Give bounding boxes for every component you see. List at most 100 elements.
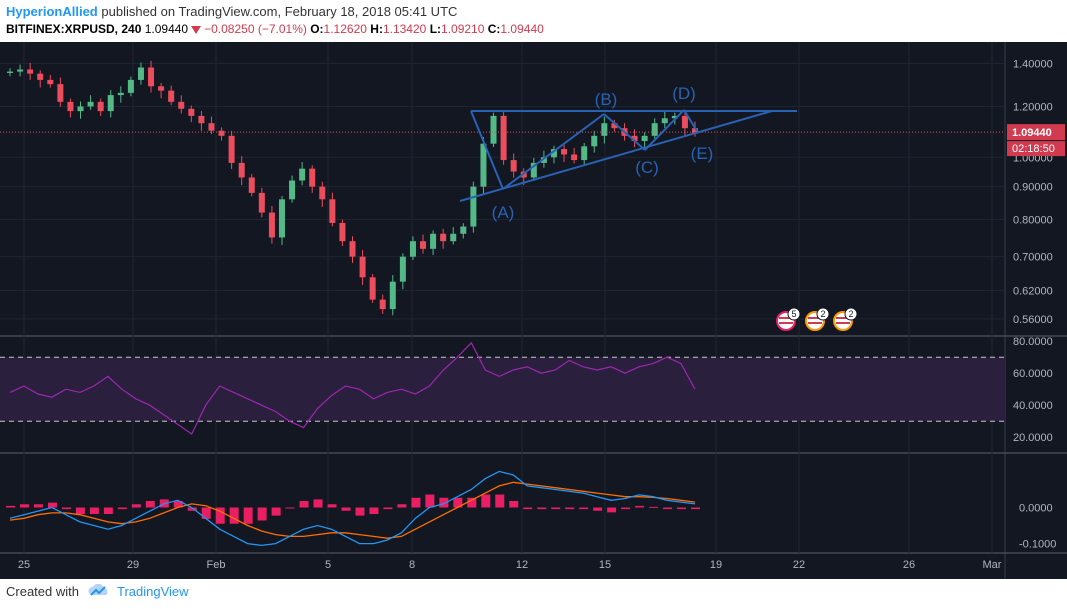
high-value: 1.13420 [382, 22, 427, 36]
candle-body [530, 162, 537, 178]
time-axis-label: 22 [793, 559, 805, 571]
candle-body [238, 162, 245, 178]
candle-body [27, 69, 34, 74]
symbol-name[interactable]: BITFINEX:XRPUSD, 240 [6, 22, 142, 36]
published-text: published on TradingView.com, February 1… [101, 4, 458, 19]
macd-histogram-bar [299, 501, 309, 508]
price-axis-label: 0.70000 [1013, 252, 1053, 264]
candle-body [611, 123, 618, 129]
candle-body [550, 149, 557, 158]
candle-body [561, 149, 568, 155]
time-axis-label: 8 [409, 559, 415, 571]
candle-body [510, 160, 517, 172]
macd-histogram-bar [229, 507, 239, 524]
macd-histogram-bar [677, 507, 687, 510]
macd-histogram-bar [313, 499, 323, 508]
macd-histogram-bar [691, 507, 700, 510]
candle-body [681, 115, 688, 129]
time-axis-label: 26 [903, 559, 915, 571]
time-axis-label: 19 [710, 559, 722, 571]
candle-body [168, 90, 175, 102]
candle-body [77, 106, 84, 112]
candle-body [440, 233, 447, 242]
candle-body [218, 130, 225, 136]
trend-line[interactable] [459, 110, 773, 202]
candle-body [127, 79, 134, 93]
macd-histogram-bar [327, 504, 337, 508]
candle-body [278, 199, 285, 238]
candle-body [258, 192, 265, 213]
macd-histogram-bar [495, 494, 505, 508]
macd-histogram-bar [257, 507, 267, 521]
trend-line[interactable] [603, 113, 646, 151]
trend-line[interactable] [470, 110, 504, 190]
rsi-axis-label: 40.0000 [1013, 400, 1053, 412]
candle-body [17, 69, 24, 72]
candle-body [692, 128, 698, 134]
tradingview-logo-icon[interactable] [86, 583, 112, 599]
candle-body [178, 101, 185, 109]
candle-body [97, 101, 104, 112]
candle-body [158, 86, 165, 91]
candle-body [470, 186, 477, 227]
bar-countdown-label: 02:18:50 [1012, 143, 1055, 155]
open-value: 1.12620 [323, 22, 367, 36]
candle-body [117, 92, 124, 96]
rsi-axis-label: 60.0000 [1013, 368, 1053, 380]
rsi-line [9, 341, 696, 435]
candle-body [349, 241, 356, 257]
candle-body [329, 199, 336, 223]
tradingview-brand-link[interactable]: TradingView [117, 584, 189, 599]
wave-label: (E) [691, 144, 714, 163]
macd-histogram-bar [355, 507, 365, 516]
macd-histogram-bar [621, 507, 631, 510]
macd-histogram-bar [61, 507, 71, 510]
low-value: 1.09210 [441, 22, 485, 36]
price-axis-label: 0.62000 [1013, 285, 1053, 297]
macd-axis-label: 0.0000 [1019, 503, 1053, 515]
candle-body [67, 101, 74, 112]
candle-body [641, 135, 648, 142]
macd-line [9, 470, 696, 547]
close-label: C: [487, 22, 501, 36]
candle-body [107, 95, 114, 112]
macd-histogram-bar [453, 497, 463, 508]
macd-histogram-bar [467, 497, 477, 508]
price-axis-label: 0.80000 [1013, 214, 1053, 226]
chart-container[interactable]: 25 29 Feb 5 8 12 15 19 22 26 Mar 1.40000 1.20000 1.00… [0, 42, 1067, 579]
macd-histogram-bar [173, 501, 183, 508]
trend-line[interactable] [644, 109, 685, 151]
trend-line[interactable] [683, 109, 698, 132]
candle-body [581, 146, 588, 161]
candle-body [7, 71, 13, 73]
macd-histogram-bar [131, 504, 141, 508]
candle-body [430, 233, 437, 249]
price-axis-background [1005, 42, 1067, 579]
macd-histogram-bar [243, 507, 253, 524]
macd-histogram-bar [89, 507, 99, 515]
candle-body [399, 256, 406, 282]
candle-body [188, 108, 195, 116]
macd-histogram-bar [285, 507, 295, 509]
candle-body [409, 241, 416, 257]
rsi-band [0, 357, 1005, 422]
macd-histogram-bar [551, 507, 561, 510]
trend-line[interactable] [502, 113, 605, 190]
candle-body [359, 256, 366, 278]
candle-body [309, 168, 316, 187]
candle-body [248, 177, 255, 193]
candle-body [389, 281, 396, 310]
candle-body [37, 73, 44, 80]
chart-canvas[interactable]: 25 29 Feb 5 8 12 15 19 22 26 Mar1.400001.200001.00… [0, 42, 1067, 579]
macd-axis-label: -0.1000 [1019, 539, 1056, 551]
author-link[interactable]: HyperionAllied [6, 4, 98, 19]
macd-histogram-bar [509, 501, 519, 508]
candle-body [369, 277, 376, 300]
macd-histogram-bar [397, 504, 407, 508]
macd-histogram-bar [215, 507, 225, 524]
candle-body [460, 226, 467, 234]
macd-histogram-bar [187, 507, 197, 511]
time-axis-label: Feb [207, 559, 226, 571]
candle-body [87, 101, 94, 107]
time-axis-label: 12 [516, 559, 528, 571]
